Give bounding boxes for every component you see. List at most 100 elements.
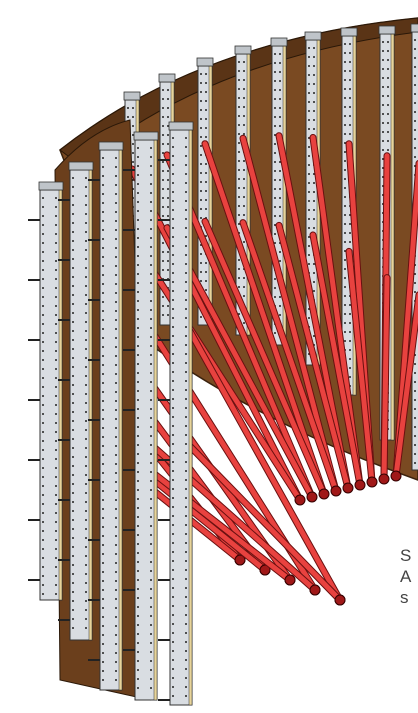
panel-hole (344, 151, 346, 153)
panel-edge (208, 65, 213, 326)
panel-hole (167, 107, 169, 109)
panel-hole (243, 79, 245, 81)
panel-hole (115, 607, 117, 609)
panel-hole (279, 71, 281, 73)
panel-hole (414, 147, 416, 149)
panel-hole (205, 262, 207, 264)
panel-hole (115, 310, 117, 312)
panel-hole (167, 179, 169, 181)
panel-hole (102, 193, 104, 195)
panel-hole (55, 512, 57, 514)
panel-hole (132, 107, 134, 109)
panel-hole (243, 322, 245, 324)
panel-hole (172, 200, 174, 202)
panel-hole (72, 483, 74, 485)
panel-hole (150, 273, 152, 275)
panel-hole (115, 490, 117, 492)
panel-hole (55, 242, 57, 244)
panel-hole (150, 480, 152, 482)
panel-hole (414, 129, 416, 131)
panel-hole (185, 146, 187, 148)
panel-hole (313, 65, 315, 67)
panel-hole (205, 271, 207, 273)
panel-hole (344, 79, 346, 81)
prop-foot (354, 479, 366, 491)
panel-hole (137, 165, 139, 167)
panel-hole (344, 106, 346, 108)
panel-hole (185, 560, 187, 562)
panel-hole (115, 418, 117, 420)
panel-hole (42, 260, 44, 262)
panel-hole (102, 553, 104, 555)
panel-hole (172, 641, 174, 643)
panel-cap (304, 31, 322, 41)
panel-hole (382, 77, 384, 79)
panel-hole (72, 384, 74, 386)
panel-hole (243, 286, 245, 288)
panel-cap (98, 141, 124, 151)
panel-hole (162, 242, 164, 244)
panel-hole (279, 80, 281, 82)
prop (276, 222, 351, 491)
panel-hole (344, 304, 346, 306)
panel-hole (150, 543, 152, 545)
panel-hole (137, 579, 139, 581)
panel-hole (115, 193, 117, 195)
panel-hole (243, 169, 245, 171)
panel-hole (55, 341, 57, 343)
panel-hole (132, 116, 134, 118)
panel-hole (205, 190, 207, 192)
panel-hole (382, 131, 384, 133)
panel-hole (115, 598, 117, 600)
panel-hole (313, 47, 315, 49)
panel-hole (274, 107, 276, 109)
panel-hole (382, 86, 384, 88)
panel-hole (185, 272, 187, 274)
panel-hole (55, 593, 57, 595)
panel-hole (172, 299, 174, 301)
panel-hole (238, 223, 240, 225)
panel-hole (102, 445, 104, 447)
panel-hole (102, 679, 104, 681)
panel-hole (115, 454, 117, 456)
panel-hole (308, 74, 310, 76)
panel-hole (115, 436, 117, 438)
panel-hole (308, 92, 310, 94)
panel-hole (414, 84, 416, 86)
panel-hole (243, 133, 245, 135)
panel-hole (85, 285, 87, 287)
panel-hole (85, 231, 87, 233)
panel-hole (150, 606, 152, 608)
panel-hole (72, 366, 74, 368)
panel-hole (150, 507, 152, 509)
panel-hole (308, 191, 310, 193)
panel-hole (414, 291, 416, 293)
panel-hole (85, 591, 87, 593)
panel-hole (185, 461, 187, 463)
panel-hole (72, 411, 74, 413)
panel-cap (68, 161, 94, 171)
panel-hole (42, 197, 44, 199)
panel-hole (102, 418, 104, 420)
panel-hole (243, 97, 245, 99)
panel-hole (200, 172, 202, 174)
panel-hole (167, 269, 169, 271)
panel-hole (185, 416, 187, 418)
panel-hole (344, 277, 346, 279)
panel-hole (274, 53, 276, 55)
panel-hole (238, 160, 240, 162)
panel-hole (185, 497, 187, 499)
panel-hole (150, 246, 152, 248)
panel-hole (85, 249, 87, 251)
panel-hole (185, 596, 187, 598)
panel-hole (205, 235, 207, 237)
panel-hole (238, 286, 240, 288)
panel-hole (72, 492, 74, 494)
panel-hole (115, 625, 117, 627)
panel-hole (185, 605, 187, 607)
prop-foot (366, 476, 378, 488)
panel-hole (102, 571, 104, 573)
panel-hole (102, 211, 104, 213)
panel-hole (72, 537, 74, 539)
panel-hole (349, 232, 351, 234)
